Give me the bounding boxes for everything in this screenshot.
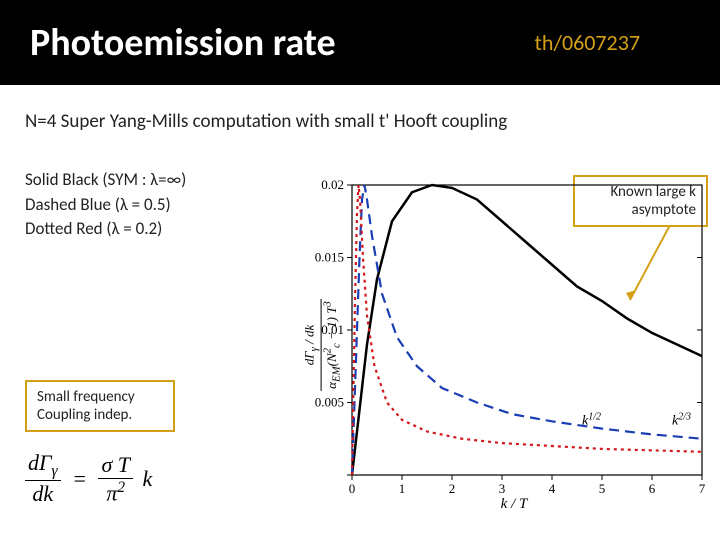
svg-text:2: 2 [449, 481, 456, 496]
svg-text:4: 4 [549, 481, 556, 496]
formula-display: dΓγ dk = σ T π2 k [25, 450, 152, 507]
header-bar: Photoemission rate th/0607237 [0, 0, 720, 85]
svg-text:7: 7 [699, 481, 706, 496]
legend-line-1: Solid Black (SYM : λ=∞) [25, 168, 186, 193]
box-left-line2: Coupling indep. [37, 406, 163, 424]
reference-number: th/0607237 [535, 29, 640, 56]
svg-text:0.005: 0.005 [315, 395, 344, 410]
svg-text:3: 3 [499, 481, 506, 496]
legend-line-2: Dashed Blue (λ = 0.5) [25, 193, 186, 218]
svg-text:6: 6 [649, 481, 656, 496]
svg-text:0.015: 0.015 [315, 250, 344, 265]
photoemission-chart: 012345670.0050.010.0150.02k1/2k2/3 dΓγ /… [272, 175, 712, 515]
svg-text:0: 0 [349, 481, 356, 496]
annotation-box-left: Small frequency Coupling indep. [25, 380, 175, 432]
svg-text:0.02: 0.02 [321, 177, 344, 192]
svg-text:k1/2: k1/2 [582, 411, 601, 429]
x-axis-label: k / T [501, 496, 528, 513]
subtitle-text: N=4 Super Yang-Mills computation with sm… [25, 110, 720, 133]
y-axis-label: dΓγ / dk αEM(N2c − 1) T3 [302, 299, 343, 391]
svg-text:1: 1 [399, 481, 406, 496]
box-left-line1: Small frequency [37, 388, 163, 406]
slide-title: Photoemission rate [30, 20, 535, 66]
series-legend: Solid Black (SYM : λ=∞) Dashed Blue (λ =… [25, 168, 186, 242]
svg-text:k2/3: k2/3 [672, 411, 691, 429]
legend-line-3: Dotted Red (λ = 0.2) [25, 217, 186, 242]
svg-text:5: 5 [599, 481, 606, 496]
